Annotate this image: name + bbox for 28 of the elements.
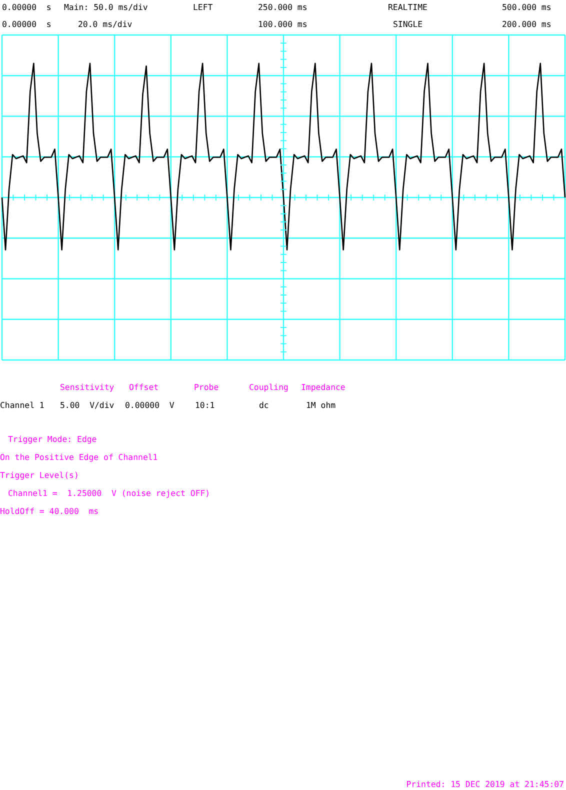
text: 10:1 xyxy=(195,400,215,410)
text: Main: 50.0 ms/div xyxy=(64,2,148,12)
text: 0.00000 s xyxy=(2,2,52,12)
text: 20.0 ms/div xyxy=(78,19,132,29)
text: Channel1 = 1.25000 V (noise reject OFF) xyxy=(8,488,210,498)
text: REALTIME xyxy=(388,2,428,12)
text: HoldOff = 40.000 ms xyxy=(0,506,99,516)
text: Offset xyxy=(129,382,159,392)
text: Sensitivity xyxy=(60,382,114,392)
text: LEFT xyxy=(193,2,213,12)
text: Impedance xyxy=(301,382,346,392)
text: On the Positive Edge of Channel1 xyxy=(0,452,158,462)
text: Trigger Level(s) xyxy=(0,470,79,480)
text: Probe xyxy=(194,382,219,392)
text: Coupling xyxy=(249,382,289,392)
text: Printed: 15 DEC 2019 at 21:45:07 xyxy=(406,779,564,789)
text: 0.00000 V xyxy=(125,400,174,410)
text: Channel 1 xyxy=(0,400,44,410)
text: dc xyxy=(259,400,269,410)
text: 0.00000 s xyxy=(2,19,52,29)
text: 1M ohm xyxy=(306,400,336,410)
text: 250.000 ms xyxy=(258,2,308,12)
text: 5.00 V/div xyxy=(60,400,114,410)
text: Trigger Mode: Edge xyxy=(8,434,97,444)
text: 500.000 ms xyxy=(502,2,552,12)
text: 200.000 ms xyxy=(502,19,552,29)
text: 100.000 ms xyxy=(258,19,308,29)
text: SINGLE xyxy=(393,19,423,29)
